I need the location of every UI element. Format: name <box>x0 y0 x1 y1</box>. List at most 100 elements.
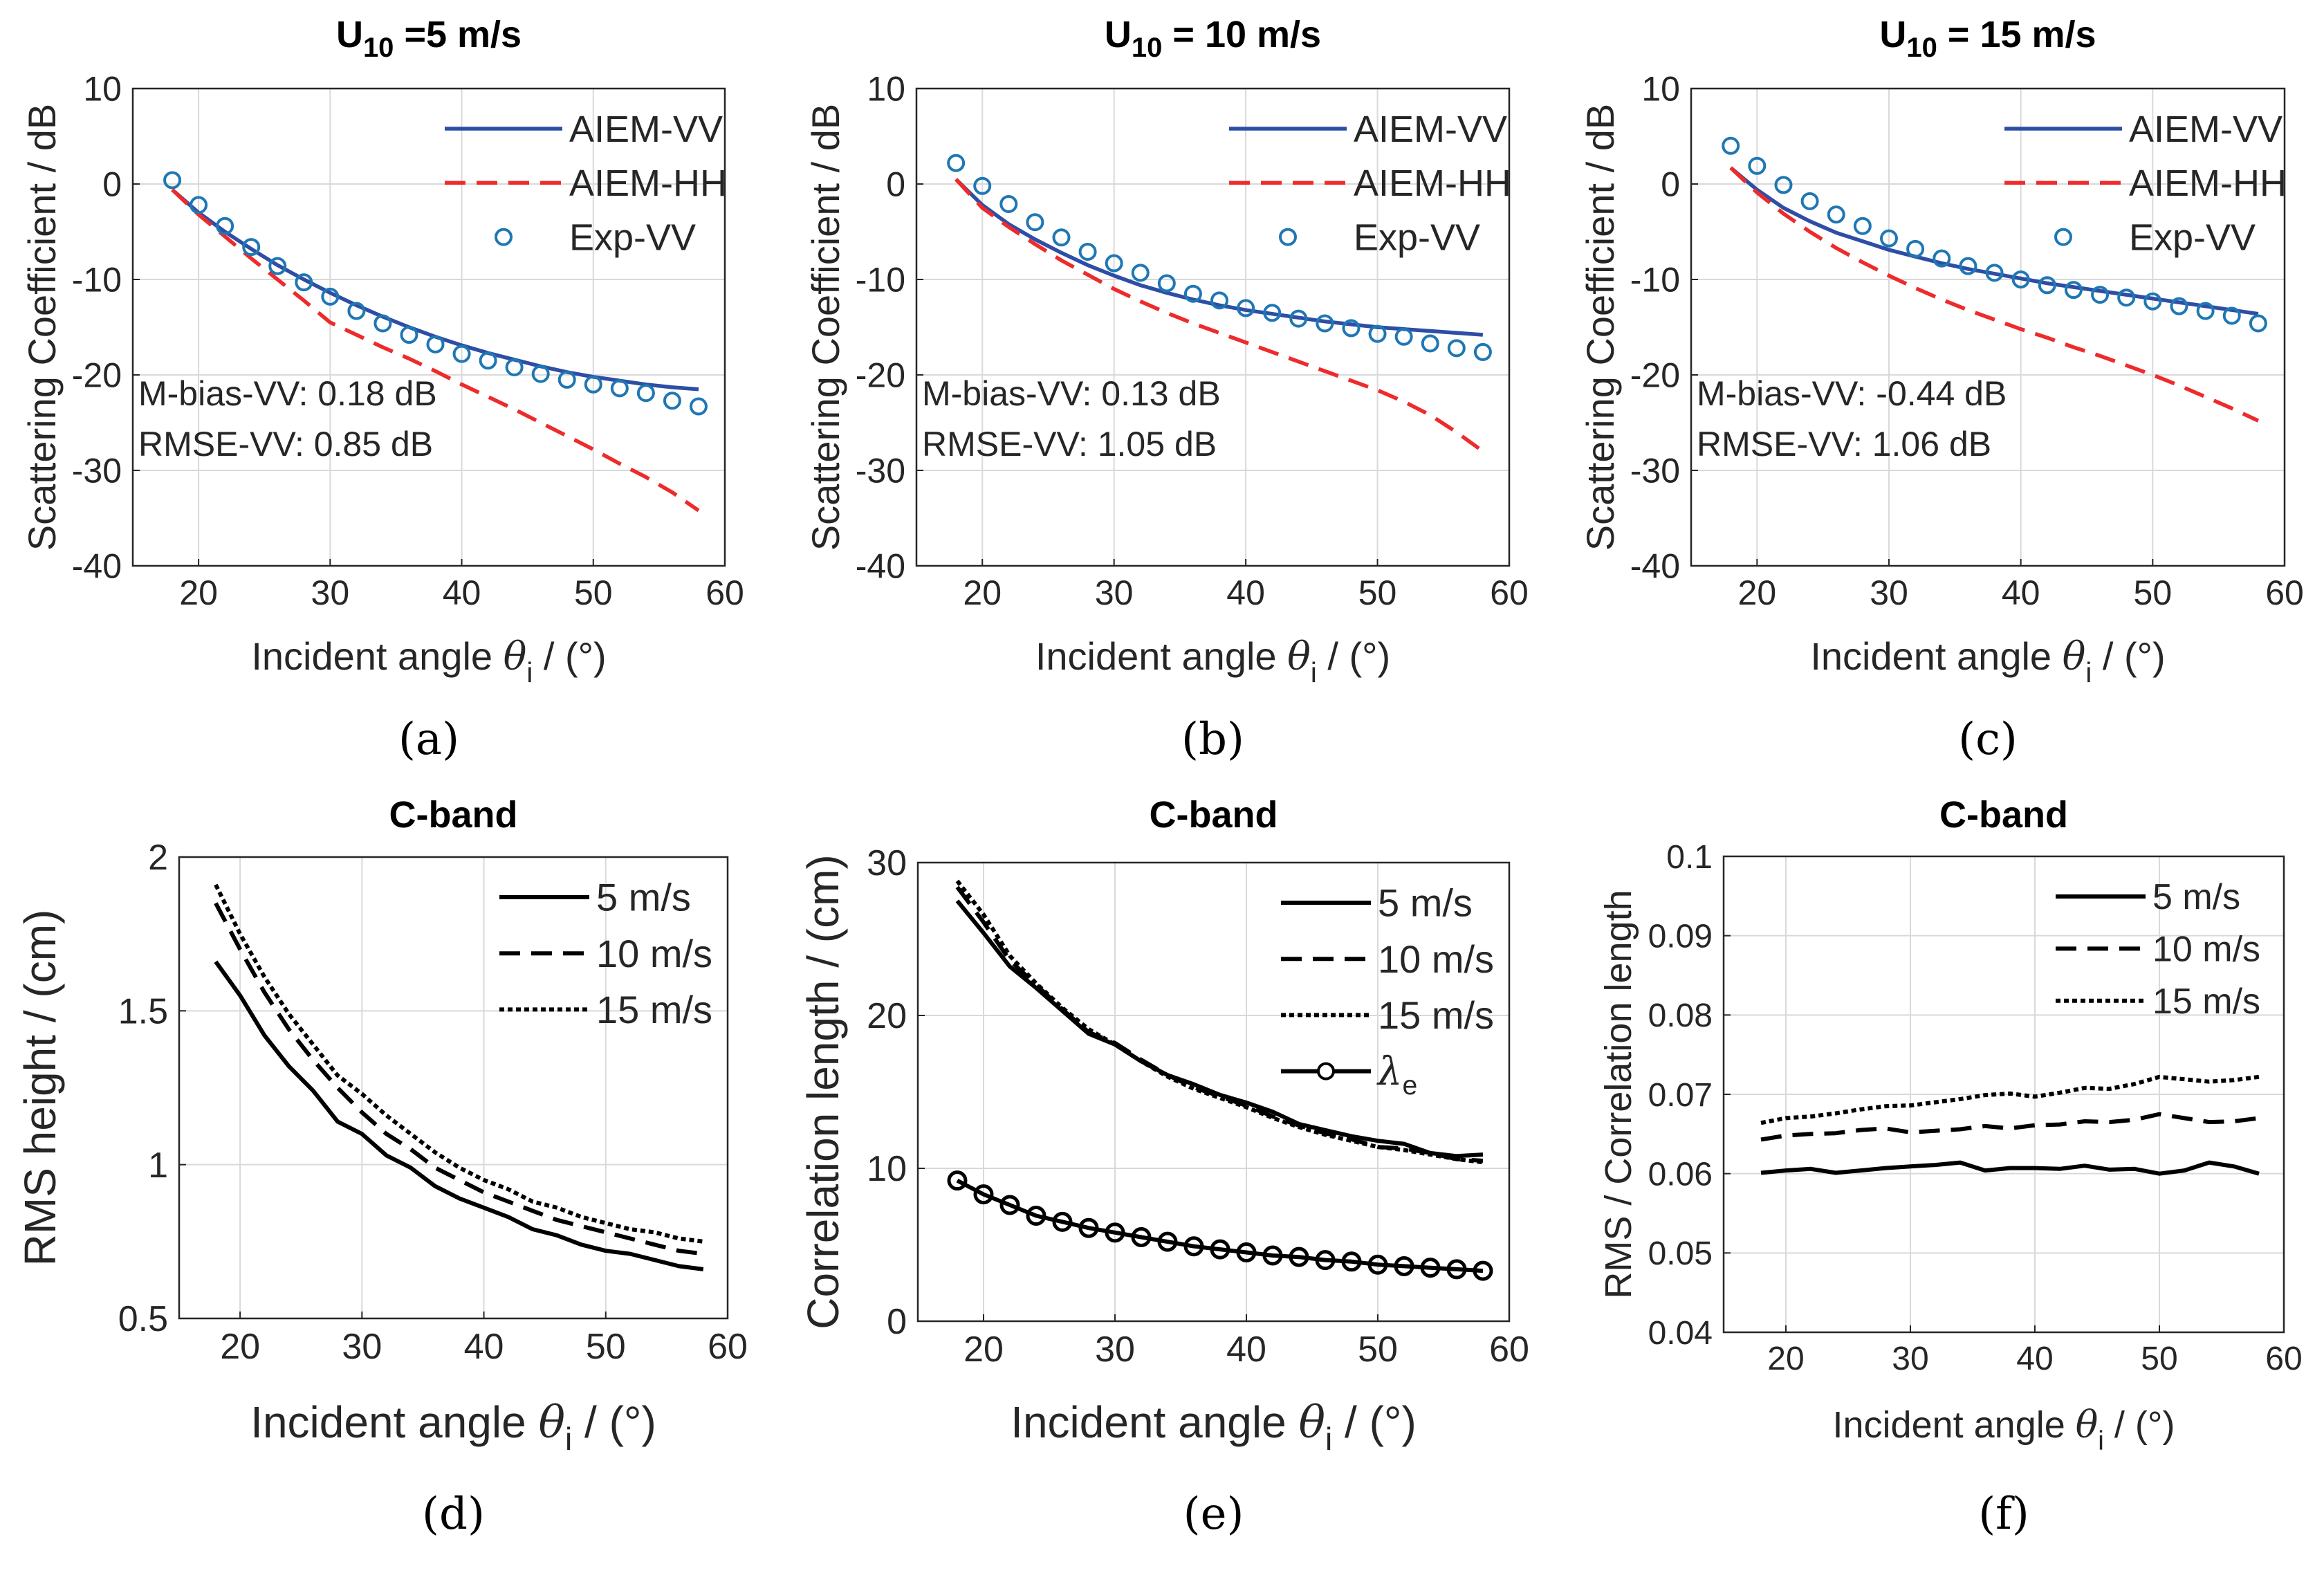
chart-title: U10 =5 m/s <box>336 14 522 63</box>
series-exp-vv-point <box>1447 339 1466 358</box>
y-tick-label: 0.06 <box>1648 1156 1713 1193</box>
series-exp-vv-point <box>374 314 392 333</box>
panel-caption: (d) <box>422 1489 485 1540</box>
axes-box <box>916 861 1511 1323</box>
chart-panel-a: 20 30 40 50 60 10 0 -10 -20 -30 -40 AIEM-VV AIEM-HH E… <box>20 14 744 765</box>
series-exp-vv-point <box>2117 288 2136 307</box>
x-tick-label: 30 <box>1095 573 1134 612</box>
series-exp-vv-point <box>1800 192 1819 210</box>
chart-title: U10 = 10 m/s <box>1105 14 1321 63</box>
y-tick-label: 10 <box>867 70 905 109</box>
x-tick-label: 20 <box>963 573 1002 612</box>
x-tick-label: 60 <box>708 1327 748 1367</box>
x-tick-label: 40 <box>464 1327 504 1367</box>
series-10-m-s-line <box>214 902 704 1256</box>
legend-marker <box>1317 1062 1335 1080</box>
y-tick-label: 10 <box>1641 70 1680 109</box>
plot-area <box>179 857 728 1318</box>
x-tick-label: 50 <box>586 1327 626 1367</box>
y-tick-label: 0.1 <box>1666 839 1713 876</box>
plot-area <box>133 89 725 566</box>
series-exp-vv-point <box>479 351 497 370</box>
series--e-point <box>1446 1259 1467 1280</box>
x-tick-label: 50 <box>1358 1330 1398 1370</box>
chart-title: C-band <box>389 794 518 836</box>
x-axis-label: Incident angle θi / (°) <box>1810 634 2165 688</box>
series-exp-vv-point <box>1933 249 1951 268</box>
series--e-point <box>1289 1247 1309 1267</box>
x-axis-label: Incident angle θi / (°) <box>251 634 606 688</box>
x-axis-label-theta: θ <box>538 1397 565 1448</box>
legend-label: AIEM-VV <box>2129 109 2282 150</box>
x-tick-label: 20 <box>1767 1341 1804 1377</box>
series-exp-vv-point <box>1157 274 1176 293</box>
stats-annotation: M-bias-VV: -0.44 dB <box>1697 374 2007 413</box>
series--e-point <box>973 1184 994 1205</box>
series-exp-vv-point <box>1748 156 1767 175</box>
x-tick-label: 40 <box>443 573 481 612</box>
y-tick-label: 0 <box>886 165 905 204</box>
legend-lambda: λ <box>1376 1049 1403 1094</box>
series-exp-vv-point <box>1722 136 1740 155</box>
x-tick-label: 40 <box>2002 573 2040 612</box>
series--e-point <box>1367 1254 1388 1275</box>
series-exp-vv-point <box>557 370 576 389</box>
legend-label: AIEM-VV <box>569 109 723 150</box>
series-exp-vv-point <box>947 154 966 172</box>
y-tick-label: 0.07 <box>1648 1077 1713 1114</box>
x-tick-label: 30 <box>342 1327 382 1367</box>
panel-caption: (f) <box>1978 1489 2029 1540</box>
series-exp-vv-point <box>1421 334 1439 353</box>
series--e-point <box>1026 1206 1046 1226</box>
x-axis-label-unit: / (°) <box>1317 634 1390 678</box>
series-exp-vv-point <box>1342 319 1361 338</box>
y-tick-label: 10 <box>83 70 122 109</box>
y-tick-label: 0.05 <box>1648 1235 1713 1272</box>
series--e-point <box>1394 1255 1414 1276</box>
series-exp-vv-point <box>2222 306 2241 325</box>
series-exp-vv-point <box>242 238 261 257</box>
x-axis-label-subscript: i <box>1311 656 1317 688</box>
series-exp-vv-point <box>584 375 602 394</box>
chart-panel-c: 20 30 40 50 60 10 0 -10 -20 -30 -40 AIEM-VV AIEM-HH E… <box>1578 14 2304 765</box>
chart-panel-d: 20 30 40 50 60 2 1.5 1 0.5 5 m/s 10 m/s 15 m/s C-ban… <box>15 794 748 1540</box>
y-axis-label: Scattering Coefficient / dB <box>1578 104 1622 551</box>
series-exp-vv-point <box>2064 281 2083 300</box>
series-exp-vv-point <box>1210 291 1229 310</box>
series-aiem-vv-line <box>1729 166 2259 316</box>
series-exp-vv-point <box>295 273 313 292</box>
y-axis-label: Scattering Coefficient / dB <box>804 104 847 551</box>
x-axis-label: Incident angle θi / (°) <box>1011 1397 1417 1457</box>
panel-caption: (c) <box>1958 714 2018 765</box>
series-5-m-s-line <box>214 960 704 1271</box>
series-exp-vv-point <box>1774 176 1793 194</box>
axes-box <box>1722 855 2285 1334</box>
series--e-point <box>1315 1250 1336 1271</box>
series-exp-vv-point <box>347 302 366 320</box>
series-exp-vv-point <box>2011 270 2030 288</box>
chart-panel-f: 20 30 40 50 60 0.1 0.09 0.08 0.07 0.06 0.05 0.04 5 m… <box>1598 794 2303 1540</box>
x-axis-label-subscript: i <box>1325 1421 1332 1457</box>
series-15-m-s-line <box>955 879 1484 1165</box>
chart-title-main: C-band <box>1150 794 1278 836</box>
chart-title: U10 = 15 m/s <box>1879 14 2096 63</box>
legend-label: 10 m/s <box>1378 937 1494 981</box>
x-axis-label-text: Incident angle <box>1810 634 2062 678</box>
y-tick-label: -40 <box>1630 547 1680 586</box>
x-axis-label-subscript: i <box>2085 656 2092 688</box>
x-tick-label: 60 <box>1490 573 1529 612</box>
series-15-m-s-line <box>214 883 704 1244</box>
x-tick-label: 30 <box>1095 1330 1135 1370</box>
series-exp-vv-point <box>1078 242 1097 261</box>
series-exp-vv-point <box>452 344 471 363</box>
series-10-m-s-line <box>1760 1112 2260 1142</box>
legend-label: AIEM-HH <box>1354 163 1511 204</box>
series--e-point <box>1341 1251 1362 1272</box>
x-tick-label: 30 <box>1892 1341 1928 1377</box>
legend-marker <box>2054 228 2072 246</box>
y-tick-label: 0.09 <box>1648 918 1713 955</box>
series-exp-vv-point <box>689 397 708 416</box>
legend-label: Exp-VV <box>2129 217 2256 259</box>
legend-label: λe <box>1376 1049 1417 1101</box>
